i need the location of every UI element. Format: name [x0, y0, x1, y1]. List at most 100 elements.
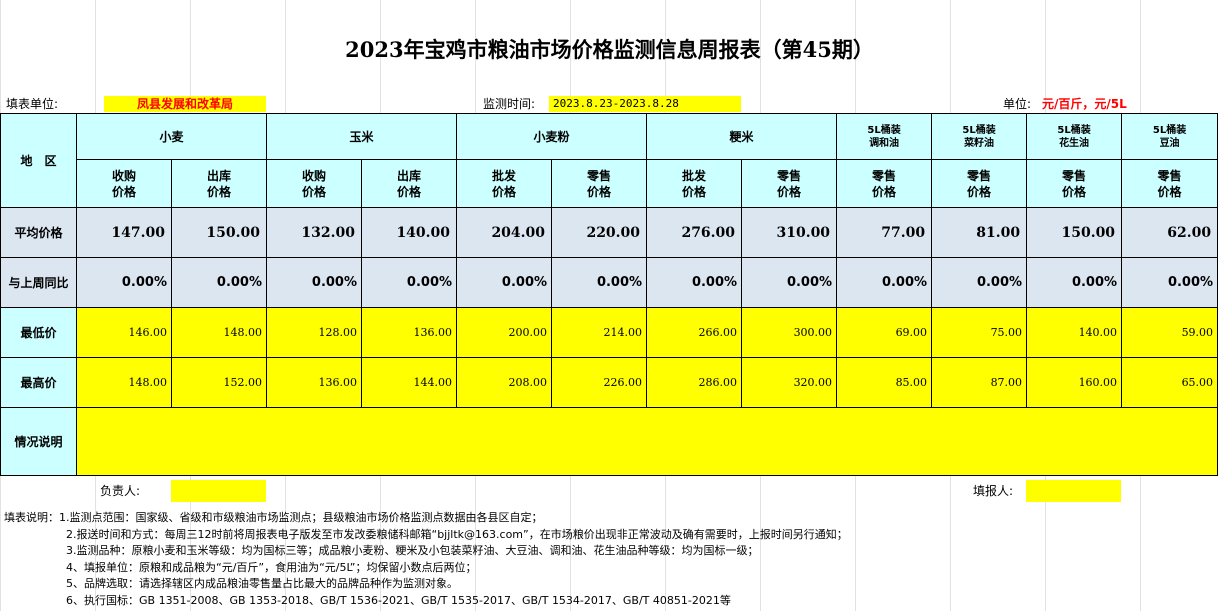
row-notes: 情况说明	[0, 407, 1219, 476]
change-cell[interactable]: 0.00%	[266, 257, 363, 308]
group-header: 5L桶装 豆油	[1121, 113, 1219, 160]
min-cell[interactable]: 128.00	[266, 307, 363, 358]
filler-label: 填报人:	[973, 484, 1014, 498]
group-header: 5L桶装 菜籽油	[931, 113, 1028, 160]
instructions: 填表说明： 1.监测点范围：国家级、省级和市级粮油市场监测点；县级粮油市场价格监…	[4, 510, 848, 609]
min-cell[interactable]: 200.00	[456, 307, 553, 358]
page-title: 2023年宝鸡市粮油市场价格监测信息周报表（第45期）	[345, 37, 874, 62]
row-max: 最高价 148.00 152.00 136.00 144.00 208.00 2…	[0, 357, 1219, 408]
change-cell[interactable]: 0.00%	[76, 257, 172, 308]
subcol-header: 出库 价格	[170, 159, 268, 208]
group-header: 小麦	[75, 113, 268, 160]
instructions-label: 填表说明：	[4, 511, 59, 524]
change-cell[interactable]: 0.00%	[931, 257, 1028, 308]
instruction-item: 4、填报单位：原粮和成品粮为“元/百斤”，食用油为“元/5L”；均保留小数点后两…	[66, 560, 477, 574]
time-value-cell[interactable]: 2023.8.23-2023.8.28	[549, 96, 741, 112]
row-label: 最高价	[0, 357, 77, 408]
avg-cell[interactable]: 147.00	[76, 207, 172, 258]
max-cell[interactable]: 87.00	[931, 357, 1028, 408]
avg-cell[interactable]: 220.00	[551, 207, 648, 258]
max-cell[interactable]: 320.00	[741, 357, 838, 408]
instruction-item: 2.报送时间和方式：每周三12时前将周报表电子版发至市发改委粮储科邮箱“bjjl…	[66, 527, 848, 541]
change-cell[interactable]: 0.00%	[646, 257, 743, 308]
group-header: 5L桶装 调和油	[836, 113, 933, 160]
avg-cell[interactable]: 276.00	[646, 207, 743, 258]
region-header: 地 区	[0, 113, 77, 208]
change-cell[interactable]: 0.00%	[836, 257, 933, 308]
unit-label: 填表单位:	[6, 97, 59, 111]
avg-cell[interactable]: 132.00	[266, 207, 363, 258]
avg-cell[interactable]: 81.00	[931, 207, 1028, 258]
max-cell[interactable]: 144.00	[361, 357, 458, 408]
avg-cell[interactable]: 62.00	[1121, 207, 1219, 258]
instruction-item: 3.监测品种：原粮小麦和玉米等级：均为国标三等；成品粮小麦粉、粳米及小包装菜籽油…	[66, 544, 759, 557]
min-cell[interactable]: 69.00	[836, 307, 933, 358]
group-header: 5L桶装 花生油	[1026, 113, 1123, 160]
row-label: 与上周同比	[0, 257, 77, 308]
change-cell[interactable]: 0.00%	[361, 257, 458, 308]
row-label: 最低价	[0, 307, 77, 358]
instruction-item: 6、执行国标：GB 1351-2008、GB 1353-2018、GB/T 15…	[66, 593, 731, 607]
responsible-input[interactable]	[171, 480, 266, 502]
min-cell[interactable]: 266.00	[646, 307, 743, 358]
avg-cell[interactable]: 310.00	[741, 207, 838, 258]
group-header: 玉米	[266, 113, 458, 160]
avg-cell[interactable]: 77.00	[836, 207, 933, 258]
time-label: 监测时间:	[483, 97, 536, 111]
price-unit-label: 单位:	[1003, 97, 1032, 111]
filler-input[interactable]	[1026, 480, 1121, 502]
change-cell[interactable]: 0.00%	[170, 257, 268, 308]
change-cell[interactable]: 0.00%	[1121, 257, 1219, 308]
notes-cell[interactable]	[75, 407, 1219, 476]
change-cell[interactable]: 0.00%	[456, 257, 553, 308]
max-cell[interactable]: 160.00	[1026, 357, 1123, 408]
subcol-header: 出库 价格	[361, 159, 458, 208]
row-avg: 平均价格 147.00 150.00 132.00 140.00 204.00 …	[0, 207, 1219, 258]
instruction-item: 1.监测点范围：国家级、省级和市级粮油市场监测点；县级粮油市场价格监测点数据由各…	[59, 511, 543, 524]
subcol-header: 零售 价格	[931, 159, 1028, 208]
max-cell[interactable]: 208.00	[456, 357, 553, 408]
min-cell[interactable]: 75.00	[931, 307, 1028, 358]
subcol-header: 批发 价格	[456, 159, 553, 208]
subcol-header: 收购 价格	[76, 159, 172, 208]
max-cell[interactable]: 136.00	[266, 357, 363, 408]
group-header: 小麦粉	[456, 113, 648, 160]
price-table: 地 区 小麦 玉米 小麦粉 粳米 5L桶装 调和油 5L桶装 菜籽油 5L桶装 …	[0, 113, 1219, 476]
min-cell[interactable]: 148.00	[170, 307, 268, 358]
change-cell[interactable]: 0.00%	[1026, 257, 1123, 308]
min-cell[interactable]: 136.00	[361, 307, 458, 358]
row-min: 最低价 146.00 148.00 128.00 136.00 200.00 2…	[0, 307, 1219, 358]
header-row-subcols: 收购 价格 出库 价格 收购 价格 出库 价格 批发 价格 零售 价格 批发 价…	[1, 159, 1219, 208]
row-change: 与上周同比 0.00% 0.00% 0.00% 0.00% 0.00% 0.00…	[0, 257, 1219, 308]
max-cell[interactable]: 148.00	[76, 357, 172, 408]
subcol-header: 零售 价格	[551, 159, 648, 208]
max-cell[interactable]: 65.00	[1121, 357, 1219, 408]
min-cell[interactable]: 214.00	[551, 307, 648, 358]
max-cell[interactable]: 152.00	[170, 357, 268, 408]
min-cell[interactable]: 59.00	[1121, 307, 1219, 358]
instruction-item: 5、品牌选取：请选择辖区内成品粮油零售量占比最大的品牌品种作为监测对象。	[66, 577, 458, 590]
change-cell[interactable]: 0.00%	[741, 257, 838, 308]
min-cell[interactable]: 300.00	[741, 307, 838, 358]
header-row-groups: 地 区 小麦 玉米 小麦粉 粳米 5L桶装 调和油 5L桶装 菜籽油 5L桶装 …	[0, 113, 1219, 208]
row-label: 情况说明	[0, 407, 77, 476]
subcol-header: 零售 价格	[1121, 159, 1219, 208]
row-label: 平均价格	[0, 207, 77, 258]
max-cell[interactable]: 286.00	[646, 357, 743, 408]
change-cell[interactable]: 0.00%	[551, 257, 648, 308]
avg-cell[interactable]: 140.00	[361, 207, 458, 258]
unit-value-cell[interactable]: 凤县发展和改革局	[104, 96, 266, 112]
min-cell[interactable]: 140.00	[1026, 307, 1123, 358]
avg-cell[interactable]: 150.00	[1026, 207, 1123, 258]
max-cell[interactable]: 226.00	[551, 357, 648, 408]
subcol-header: 收购 价格	[266, 159, 363, 208]
subcol-header: 零售 价格	[836, 159, 933, 208]
avg-cell[interactable]: 204.00	[456, 207, 553, 258]
avg-cell[interactable]: 150.00	[170, 207, 268, 258]
min-cell[interactable]: 146.00	[76, 307, 172, 358]
group-header: 粳米	[646, 113, 838, 160]
max-cell[interactable]: 85.00	[836, 357, 933, 408]
price-unit-value: 元/百斤，元/5L	[1042, 97, 1127, 111]
responsible-label: 负责人:	[100, 484, 141, 498]
subcol-header: 零售 价格	[1026, 159, 1123, 208]
